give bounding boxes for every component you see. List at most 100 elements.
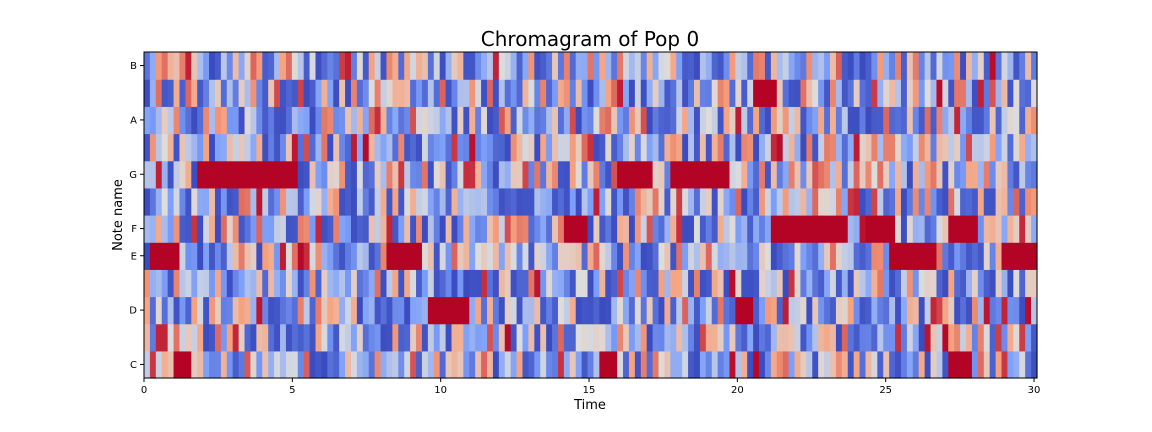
heatmap-cell	[321, 106, 328, 135]
heatmap-cell	[410, 323, 417, 352]
heatmap-cell	[149, 323, 157, 352]
heatmap-cell	[652, 296, 660, 325]
heatmap-cell	[936, 296, 943, 325]
heatmap-cell	[457, 215, 464, 243]
heatmap-cell	[788, 133, 796, 162]
heatmap-cell	[575, 350, 583, 379]
heatmap-cell	[350, 160, 358, 189]
heatmap-cell	[475, 187, 482, 216]
heatmap-cell	[421, 187, 429, 216]
heatmap-cell	[735, 269, 742, 298]
heatmap-cell	[404, 79, 411, 107]
heatmap-cell	[433, 187, 441, 216]
heatmap-cell	[439, 160, 447, 189]
heatmap-cell	[238, 52, 246, 80]
heatmap-cell	[238, 323, 246, 352]
chart-title: Chromagram of Pop 0	[481, 27, 699, 51]
heatmap-cell	[451, 296, 459, 325]
heatmap-cell	[741, 106, 748, 135]
heatmap-cell	[309, 215, 317, 243]
heatmap-cell	[611, 52, 618, 80]
heatmap-cell	[924, 106, 932, 135]
heatmap-cell	[214, 106, 222, 135]
heatmap-cell	[1007, 133, 1014, 162]
heatmap-cell	[670, 323, 677, 352]
heatmap-cell	[309, 187, 317, 216]
heatmap-cell	[640, 242, 648, 270]
heatmap-cell	[161, 350, 169, 379]
heatmap-cell	[214, 133, 222, 162]
heatmap-cell	[593, 106, 600, 135]
heatmap-cell	[948, 106, 955, 135]
heatmap-cell	[203, 106, 210, 135]
heatmap-cell	[942, 323, 949, 352]
heatmap-cell	[356, 52, 364, 80]
heatmap-cell	[617, 215, 624, 243]
heatmap-cell	[593, 187, 600, 216]
heatmap-cell	[676, 215, 683, 243]
heatmap-cell	[321, 160, 328, 189]
heatmap-cell	[575, 242, 583, 270]
heatmap-cell	[339, 133, 346, 162]
heatmap-cell	[327, 160, 334, 189]
heatmap-cell	[463, 160, 470, 189]
heatmap-cell	[445, 106, 453, 135]
heatmap-cell	[315, 187, 323, 216]
heatmap-cell	[569, 106, 577, 135]
heatmap-cell	[220, 323, 228, 352]
heatmap-cell	[274, 106, 281, 135]
heatmap-cell	[906, 133, 914, 162]
heatmap-cell	[575, 296, 583, 325]
heatmap-cell	[167, 323, 175, 352]
heatmap-cell	[250, 269, 257, 298]
heatmap-cell	[693, 106, 701, 135]
heatmap-cell	[948, 52, 955, 80]
heatmap-cell	[197, 323, 204, 352]
heatmap-cell	[936, 79, 943, 107]
heatmap-cell	[699, 106, 707, 135]
heatmap-cell	[404, 52, 411, 80]
heatmap-cell	[481, 52, 488, 80]
heatmap-cell	[835, 350, 843, 379]
heatmap-cell	[173, 242, 181, 270]
heatmap-cell	[835, 133, 843, 162]
heatmap-cell	[214, 350, 222, 379]
heatmap-cell	[368, 350, 376, 379]
heatmap-cell	[658, 242, 666, 270]
heatmap-cell	[735, 187, 742, 216]
heatmap-cell	[794, 323, 802, 352]
heatmap-cell	[498, 133, 506, 162]
heatmap-cell	[309, 52, 317, 80]
heatmap-cell	[350, 215, 358, 243]
heatmap-cell	[628, 269, 636, 298]
heatmap-cell	[593, 160, 600, 189]
heatmap-cell	[835, 242, 843, 270]
heatmap-cell	[504, 187, 512, 216]
heatmap-cell	[912, 215, 920, 243]
heatmap-cell	[605, 52, 612, 80]
heatmap-cell	[753, 350, 760, 379]
heatmap-cell	[492, 242, 500, 270]
heatmap-cell	[729, 133, 736, 162]
heatmap-cell	[303, 79, 311, 107]
heatmap-cells	[144, 52, 1038, 379]
heatmap-cell	[557, 215, 565, 243]
heatmap-cell	[445, 52, 453, 80]
y-tick-label: E	[131, 251, 137, 262]
heatmap-cell	[557, 52, 565, 80]
heatmap-cell	[445, 242, 453, 270]
heatmap-cell	[776, 52, 784, 80]
heatmap-cell	[333, 187, 340, 216]
heatmap-cell	[386, 350, 393, 379]
heatmap-cell	[280, 106, 287, 135]
heatmap-cell	[226, 296, 234, 325]
heatmap-cell	[717, 269, 725, 298]
heatmap-cell	[699, 296, 707, 325]
heatmap-cell	[244, 215, 252, 243]
heatmap-cell	[918, 350, 926, 379]
heatmap-cell	[563, 160, 571, 189]
heatmap-cell	[291, 323, 299, 352]
heatmap-cell	[534, 323, 541, 352]
heatmap-cell	[841, 79, 849, 107]
heatmap-cell	[427, 296, 435, 325]
